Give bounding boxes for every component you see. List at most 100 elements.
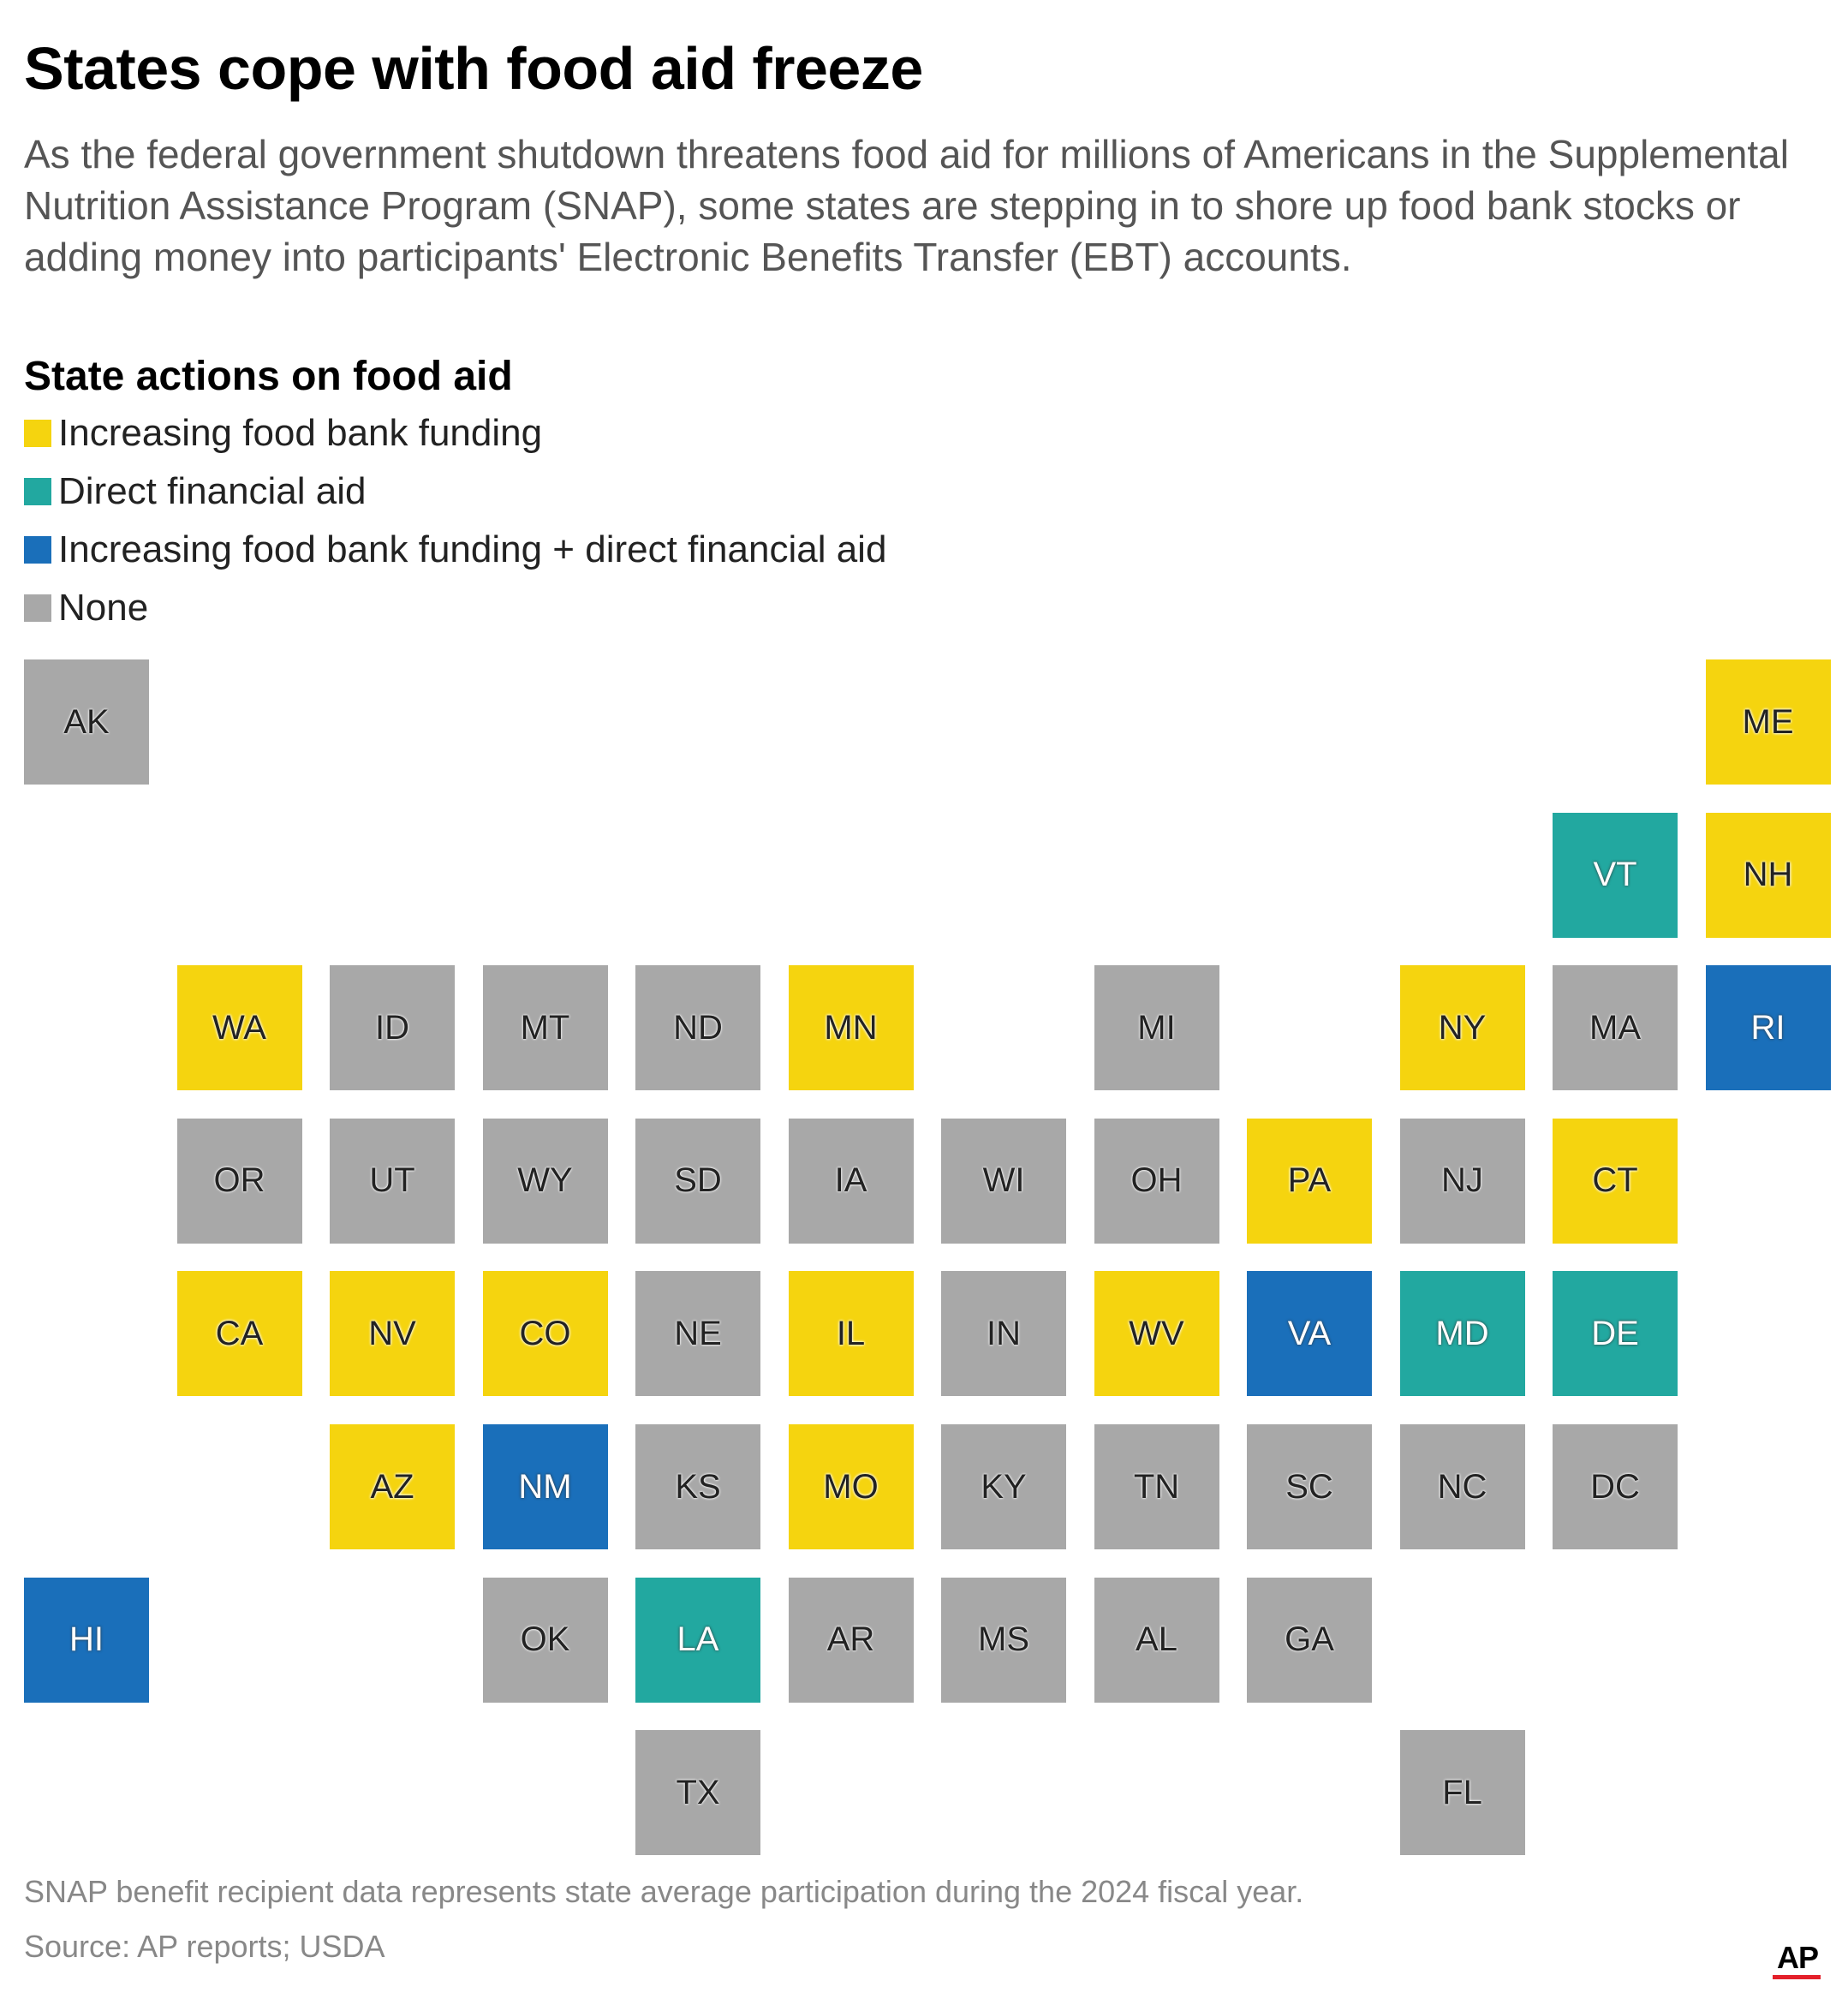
state-label: VT	[1593, 856, 1637, 894]
state-tile-mi: MI	[1094, 965, 1219, 1091]
state-tile-co: CO	[482, 1271, 608, 1397]
state-label: SD	[674, 1161, 722, 1200]
state-tile-az: AZ	[330, 1424, 455, 1549]
state-tile-il: IL	[788, 1271, 914, 1397]
state-tile-mt: MT	[482, 965, 608, 1091]
state-label: NV	[368, 1314, 416, 1352]
state-label: NM	[518, 1467, 572, 1506]
state-tile-ri: RI	[1705, 965, 1831, 1091]
state-label: TX	[676, 1773, 720, 1811]
state-label: OH	[1130, 1161, 1183, 1200]
state-tile-ct: CT	[1553, 1118, 1678, 1244]
state-tile-ne: NE	[635, 1271, 760, 1397]
state-label: MA	[1589, 1008, 1641, 1047]
state-tile-id: ID	[330, 965, 455, 1091]
state-tile-ak: AK	[24, 659, 149, 785]
state-label: SC	[1285, 1467, 1333, 1506]
state-tile-ar: AR	[788, 1577, 914, 1703]
state-tile-tn: TN	[1094, 1424, 1219, 1549]
state-label: AR	[826, 1620, 875, 1659]
legend-item-direct: Direct financial aid	[24, 466, 367, 517]
state-label: HI	[69, 1620, 104, 1659]
state-label: AL	[1136, 1620, 1177, 1659]
state-label: OK	[520, 1620, 570, 1659]
state-tile-in: IN	[941, 1271, 1066, 1397]
state-tile-ma: MA	[1553, 965, 1678, 1091]
state-tile-mn: MN	[788, 965, 914, 1091]
state-label: IN	[987, 1314, 1021, 1352]
legend-label-none: None	[58, 587, 149, 629]
state-label: CO	[519, 1314, 571, 1352]
state-tile-nc: NC	[1399, 1424, 1525, 1549]
state-label: DE	[1591, 1314, 1639, 1352]
state-label: NH	[1743, 856, 1793, 894]
legend-swatch-food-bank	[24, 420, 51, 447]
state-label: NE	[674, 1314, 722, 1352]
state-tile-oh: OH	[1094, 1118, 1219, 1244]
ap-logo: AP	[1773, 1942, 1822, 1979]
state-tile-wy: WY	[482, 1118, 608, 1244]
state-tile-ia: IA	[788, 1118, 914, 1244]
state-label: NJ	[1441, 1161, 1483, 1200]
legend-item-none: None	[24, 582, 148, 634]
state-label: NC	[1437, 1467, 1487, 1506]
state-tile-nd: ND	[635, 965, 760, 1091]
ap-logo-text: AP	[1776, 1940, 1819, 1975]
state-tile-ms: MS	[941, 1577, 1066, 1703]
state-label: OR	[213, 1161, 265, 1200]
state-tile-hi: HI	[24, 1577, 149, 1703]
state-tile-nj: NJ	[1399, 1118, 1525, 1244]
state-tile-sd: SD	[635, 1118, 760, 1244]
state-label: WI	[982, 1161, 1025, 1200]
chart-subtitle: As the federal government shutdown threa…	[24, 132, 1789, 279]
state-label: RI	[1750, 1008, 1785, 1047]
state-label: MN	[824, 1008, 878, 1047]
state-tile-nm: NM	[482, 1424, 608, 1549]
state-tile-me: ME	[1705, 659, 1831, 785]
state-label: PA	[1287, 1161, 1332, 1200]
state-label: VA	[1287, 1314, 1332, 1352]
state-tile-fl: FL	[1399, 1730, 1525, 1856]
state-tile-mo: MO	[788, 1424, 914, 1549]
state-label: MS	[978, 1620, 1029, 1659]
legend-swatch-none	[24, 594, 51, 622]
state-tile-pa: PA	[1247, 1118, 1372, 1244]
state-label: TN	[1133, 1467, 1180, 1506]
state-tile-ca: CA	[176, 1271, 302, 1397]
state-label: AK	[63, 702, 110, 741]
state-tile-dc: DC	[1553, 1424, 1678, 1549]
state-label: KS	[675, 1467, 721, 1506]
state-label: GA	[1285, 1620, 1334, 1659]
state-label: MT	[520, 1008, 570, 1047]
state-tile-la: LA	[635, 1577, 760, 1703]
state-tile-or: OR	[176, 1118, 302, 1244]
state-tile-ga: GA	[1247, 1577, 1372, 1703]
state-tile-nv: NV	[330, 1271, 455, 1397]
state-tile-de: DE	[1553, 1271, 1678, 1397]
state-tile-al: AL	[1094, 1577, 1219, 1703]
state-label: MO	[823, 1467, 879, 1506]
state-label: WA	[212, 1008, 266, 1047]
state-label: AZ	[370, 1467, 414, 1506]
state-label: UT	[369, 1161, 415, 1200]
ap-logo-bar	[1773, 1975, 1821, 1979]
legend-swatch-both	[24, 536, 51, 564]
state-label: KY	[981, 1467, 1027, 1506]
state-tile-ny: NY	[1399, 965, 1525, 1091]
state-tile-ut: UT	[330, 1118, 455, 1244]
state-label: ME	[1742, 702, 1794, 741]
legend-title: State actions on food aid	[24, 354, 513, 399]
legend-item-both: Increasing food bank funding + direct fi…	[24, 524, 886, 576]
state-label: IL	[836, 1314, 866, 1352]
state-tile-wa: WA	[176, 965, 302, 1091]
state-label: MI	[1137, 1008, 1176, 1047]
state-label: CA	[215, 1314, 264, 1352]
legend-label-both: Increasing food bank funding + direct fi…	[58, 528, 887, 570]
state-tile-sc: SC	[1247, 1424, 1372, 1549]
state-tile-md: MD	[1399, 1271, 1525, 1397]
state-label: NY	[1438, 1008, 1487, 1047]
state-label: LA	[677, 1620, 719, 1659]
legend-label-direct: Direct financial aid	[58, 470, 367, 512]
state-tile-vt: VT	[1553, 812, 1678, 938]
legend-item-food-bank: Increasing food bank funding	[24, 408, 542, 459]
